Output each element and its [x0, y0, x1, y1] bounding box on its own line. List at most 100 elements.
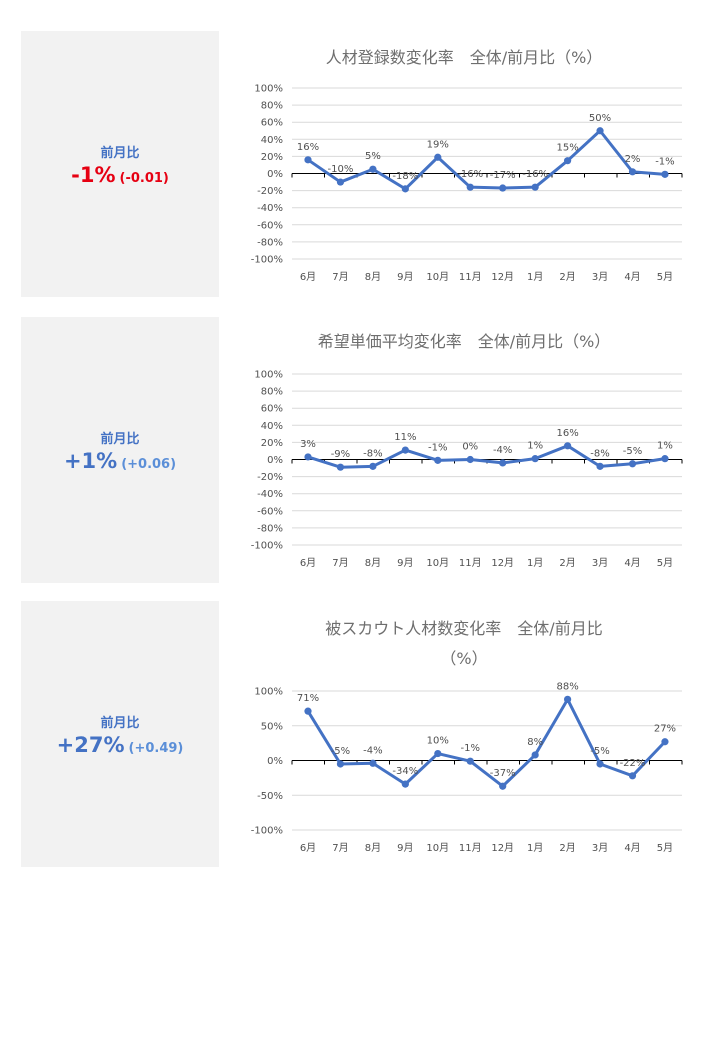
data-label: -1%: [461, 743, 480, 754]
data-point: [466, 183, 474, 191]
y-tick-label: 0%: [267, 756, 283, 767]
panel-desired-rate: 前月比 +1% (+0.06) 希望単価平均変化率 全体/前月比（%） 100% 80…: [0, 317, 720, 583]
y-tick-label: -80%: [257, 237, 283, 248]
data-point: [401, 446, 409, 454]
data-point: [336, 463, 345, 471]
x-tick-label: 6月: [300, 842, 316, 854]
summary-delta: (-0.01): [119, 170, 169, 186]
x-tick-label: 12月: [491, 557, 514, 569]
data-label: 0%: [462, 442, 478, 453]
data-point: [304, 453, 312, 461]
data-label: 16%: [556, 428, 578, 439]
y-tick-label: 40%: [261, 421, 283, 432]
x-tick-label: 12月: [491, 842, 514, 854]
y-tick-label: -40%: [257, 203, 283, 214]
y-tick-label: -20%: [257, 186, 283, 197]
x-tick-label: 5月: [657, 842, 673, 854]
x-tick-label: 2月: [559, 842, 575, 854]
x-tick-label: 7月: [332, 842, 348, 854]
x-tick-label: 3月: [592, 842, 608, 854]
data-point: [564, 695, 572, 703]
data-point: [369, 165, 377, 173]
data-point: [661, 170, 669, 178]
data-point: [336, 178, 345, 186]
summary-value: +27% (+0.49): [57, 733, 184, 757]
data-label: -5%: [331, 746, 350, 757]
summary-box: 前月比 -1% (-0.01): [21, 31, 219, 297]
data-label: -4%: [493, 445, 512, 456]
data-label: -9%: [331, 449, 350, 460]
y-tick-label: -40%: [257, 489, 283, 500]
y-tick-label: -100%: [251, 826, 283, 837]
x-tick-label: 5月: [657, 557, 673, 569]
data-label: -10%: [328, 164, 354, 175]
summary-box: 前月比 +1% (+0.06): [21, 317, 219, 583]
x-tick-label: 9月: [397, 842, 413, 854]
data-label: 8%: [527, 737, 543, 748]
y-tick-label: 80%: [261, 101, 283, 112]
x-tick-label: 4月: [624, 842, 640, 854]
data-label: -5%: [590, 746, 609, 757]
y-tick-label: -60%: [257, 220, 283, 231]
line-chart: 被スカウト人材数変化率 全体/前月比 （%） 100% 50% 0% -50% -100% 6…: [251, 619, 683, 854]
y-tick-label: 60%: [261, 118, 283, 129]
y-tick-label: 100%: [254, 370, 283, 381]
y-tick-label: 20%: [261, 438, 283, 449]
summary-label: 前月比: [100, 715, 140, 731]
x-tick-label: 3月: [592, 557, 608, 569]
x-tick-label: 12月: [491, 271, 514, 283]
y-tick-label: 100%: [254, 687, 283, 698]
series-line: [306, 697, 667, 788]
summary-delta: (+0.49): [128, 740, 184, 756]
data-point: [596, 760, 604, 768]
data-label: 27%: [654, 724, 676, 735]
data-label: -5%: [623, 446, 642, 457]
data-label: -1%: [655, 156, 674, 167]
y-tick-label: -100%: [251, 255, 283, 266]
data-label: -8%: [363, 448, 382, 459]
chart-title: 希望単価平均変化率 全体/前月比（%）: [318, 332, 611, 351]
data-point: [466, 757, 474, 765]
data-label: 1%: [527, 441, 543, 452]
y-tick-label: 0%: [267, 169, 283, 180]
line-chart: 人材登録数変化率 全体/前月比（%） 100% 80% 60% 40% 20% 0% -20%…: [251, 48, 683, 283]
data-point: [499, 184, 507, 192]
data-label: -37%: [490, 768, 516, 779]
summary-label: 前月比: [100, 431, 140, 447]
series-line: [307, 129, 666, 191]
x-tick-label: 2月: [559, 271, 575, 283]
x-tick-label: 1月: [527, 557, 543, 569]
data-label: -16%: [522, 169, 548, 180]
data-label: -8%: [590, 448, 609, 459]
data-label: -18%: [392, 171, 418, 182]
data-point: [531, 455, 539, 463]
summary-percent: +1%: [63, 448, 118, 473]
data-label: 88%: [556, 681, 578, 692]
x-tick-label: 8月: [365, 557, 381, 569]
x-tick-label: 10月: [426, 557, 449, 569]
data-point: [499, 782, 507, 790]
data-point: [401, 185, 409, 193]
x-tick-label: 6月: [300, 271, 316, 283]
data-label: 11%: [394, 432, 416, 443]
x-tick-label: 4月: [624, 271, 640, 283]
y-tick-label: -100%: [251, 541, 283, 552]
series-line: [307, 444, 666, 469]
data-label: -34%: [392, 766, 418, 777]
data-label: 19%: [427, 139, 449, 150]
line-chart: 希望単価平均変化率 全体/前月比（%） 100% 80% 60% 40% 20% 0% -20…: [251, 332, 683, 569]
y-tick-label: 0%: [267, 455, 283, 466]
data-label: 10%: [427, 736, 449, 747]
x-tick-label: 1月: [527, 842, 543, 854]
data-label: 1%: [657, 441, 673, 452]
data-label: 71%: [297, 693, 319, 704]
y-tick-label: 50%: [261, 721, 283, 732]
x-tick-label: 5月: [657, 271, 673, 283]
data-point: [564, 442, 572, 450]
data-point: [434, 456, 442, 464]
x-tick-label: 9月: [397, 271, 413, 283]
x-tick-label: 3月: [592, 271, 608, 283]
data-point: [661, 455, 669, 463]
summary-percent: +27%: [56, 732, 125, 757]
x-tick-label: 8月: [365, 271, 381, 283]
